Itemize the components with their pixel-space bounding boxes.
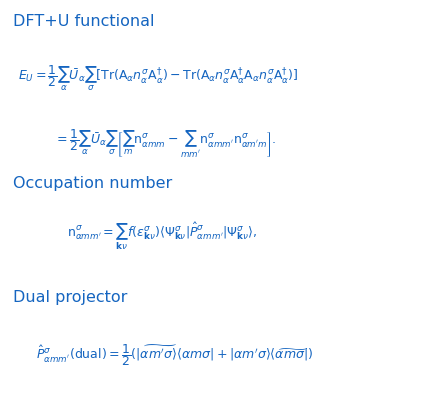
Text: $\mathsf{n}_{\alpha mm^{\prime}}^{\sigma} = \sum_{\mathbf{k}\nu} f(\epsilon_{\ma: $\mathsf{n}_{\alpha mm^{\prime}}^{\sigma… [67, 221, 257, 252]
Text: Dual projector: Dual projector [13, 290, 128, 305]
Text: $= \dfrac{1}{2}\sum_{\alpha}\bar{U}_{\alpha}\sum_{\sigma}\left[\sum_{m}\mathsf{n: $= \dfrac{1}{2}\sum_{\alpha}\bar{U}_{\al… [54, 128, 276, 160]
Text: $\hat{P}_{\alpha mm^{\prime}}^{\sigma}(\mathrm{dual}) = \dfrac{1}{2}(|\widetilde: $\hat{P}_{\alpha mm^{\prime}}^{\sigma}(\… [36, 342, 313, 368]
Text: Occupation number: Occupation number [13, 176, 173, 191]
Text: $E_U = \dfrac{1}{2}\sum_{\alpha}\bar{U}_{\alpha}\sum_{\sigma}[\mathrm{Tr}(\maths: $E_U = \dfrac{1}{2}\sum_{\alpha}\bar{U}_… [18, 63, 298, 93]
Text: DFT+U functional: DFT+U functional [13, 14, 155, 29]
